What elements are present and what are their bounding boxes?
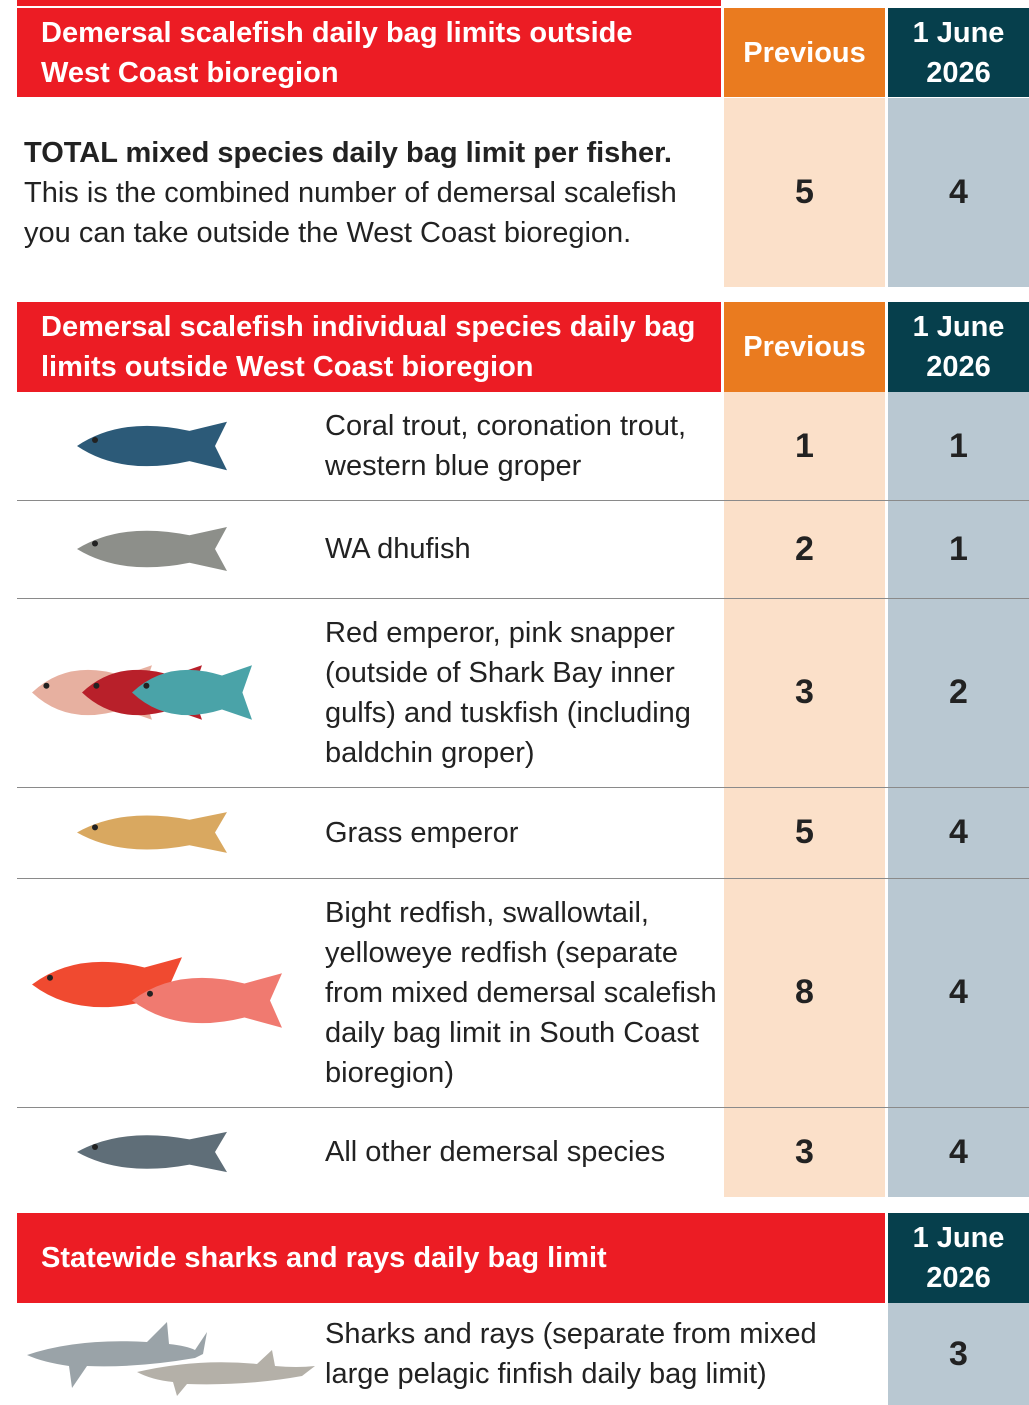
fish <box>132 973 282 1028</box>
new-value: 4 <box>888 1107 1029 1197</box>
row-label: WA dhufish <box>325 533 471 565</box>
previous-value: 8 <box>724 878 885 1107</box>
row-divider <box>17 1107 1029 1108</box>
fish-illustration <box>32 665 252 720</box>
fish-eye <box>43 682 50 689</box>
row-label: Bight redfish, swallowtail, yelloweye re… <box>325 896 717 1089</box>
label-bold: TOTAL mixed species daily bag limit per … <box>24 136 672 169</box>
fish-illustration <box>77 421 227 471</box>
table-title: Statewide sharks and rays daily bag limi… <box>17 1213 885 1303</box>
row-label: Grass emperor <box>325 816 519 849</box>
table-title: Demersal scalefish daily bag limits outs… <box>17 8 721 97</box>
fish-eye <box>147 990 153 997</box>
previous-value: 1 <box>724 392 885 500</box>
fish-illustration <box>32 957 282 1028</box>
row-label: TOTAL mixed species daily bag limit per … <box>24 98 694 287</box>
new-value: 4 <box>888 878 1029 1107</box>
new-value: 3 <box>888 1303 1029 1405</box>
column-header: 1 June 2026 <box>888 1213 1029 1303</box>
label-normal: This is the combined number of demersal … <box>24 176 677 249</box>
new-value: 2 <box>888 598 1029 787</box>
fish-eye <box>92 436 98 443</box>
fish <box>132 665 252 720</box>
row-divider <box>17 787 1029 788</box>
new-value: 4 <box>888 98 1029 287</box>
new-value: 4 <box>888 787 1029 878</box>
row-label: Coral trout, coronation trout, western b… <box>325 410 687 482</box>
previous-value: 3 <box>724 1107 885 1197</box>
cut-off-header <box>17 0 721 6</box>
previous-value: 3 <box>724 598 885 787</box>
fish <box>77 421 227 471</box>
column-header: Previous <box>724 302 885 392</box>
previous-value: 5 <box>724 787 885 878</box>
fish-eye <box>92 824 98 831</box>
fish-illustration <box>77 812 227 853</box>
row-divider <box>17 500 1029 501</box>
column-header: 1 June 2026 <box>888 302 1029 392</box>
row-divider <box>17 598 1029 599</box>
fish-eye <box>143 682 150 689</box>
fish <box>77 812 227 853</box>
row-label: Red emperor, pink snapper (outside of Sh… <box>325 616 691 769</box>
fish-eye <box>93 682 100 689</box>
previous-value: 5 <box>724 98 885 287</box>
fish-eye <box>92 1143 98 1150</box>
shark <box>137 1350 315 1396</box>
column-header: Previous <box>724 8 885 97</box>
table-title: Demersal scalefish individual species da… <box>17 302 721 392</box>
previous-value: 2 <box>724 500 885 598</box>
fish-illustration <box>77 1131 227 1173</box>
new-value: 1 <box>888 392 1029 500</box>
fish-illustration <box>77 527 227 571</box>
fish <box>77 527 227 571</box>
label-text: TOTAL mixed species daily bag limit per … <box>24 133 694 253</box>
column-header: 1 June 2026 <box>888 8 1029 97</box>
row-label: Sharks and rays (separate from mixed lar… <box>325 1318 817 1390</box>
row-label: All other demersal species <box>325 1136 666 1168</box>
fish-eye <box>47 974 53 981</box>
fish-eye <box>92 540 98 547</box>
row-divider <box>17 878 1029 879</box>
new-value: 1 <box>888 500 1029 598</box>
shark-illustration <box>27 1322 315 1396</box>
fish <box>77 1131 227 1173</box>
shark <box>27 1322 207 1388</box>
